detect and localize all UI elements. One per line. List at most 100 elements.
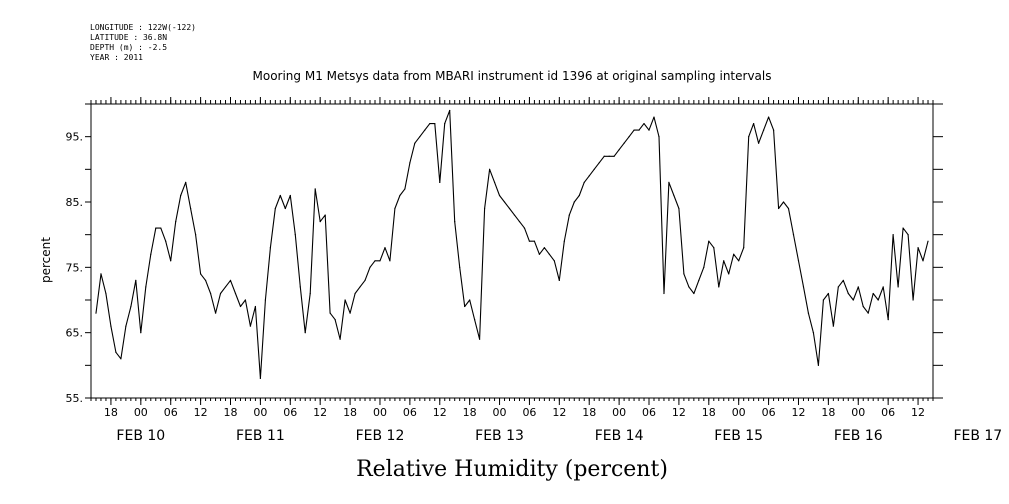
- data-point: [140, 332, 142, 334]
- x-day-label: FEB 16: [834, 428, 883, 444]
- data-point: [558, 279, 560, 281]
- data-point: [758, 142, 760, 144]
- data-point: [224, 286, 227, 288]
- data-point: [553, 260, 555, 262]
- x-tick-label: 00: [253, 406, 267, 419]
- data-point: [364, 279, 366, 281]
- data-point: [837, 286, 839, 288]
- data-point: [95, 312, 97, 314]
- data-point: [857, 286, 859, 288]
- x-day-label: FEB 10: [116, 428, 165, 444]
- data-point: [254, 305, 257, 308]
- data-point: [543, 247, 545, 249]
- data-point: [723, 260, 725, 262]
- data-point: [424, 129, 426, 131]
- data-point: [763, 129, 765, 131]
- data-point: [120, 358, 122, 360]
- data-point: [573, 201, 575, 203]
- data-point: [663, 292, 665, 295]
- data-point: [229, 279, 232, 281]
- data-point: [269, 247, 271, 249]
- data-point: [603, 155, 605, 157]
- data-point: [862, 305, 864, 308]
- data-point: [812, 332, 815, 334]
- data-point: [887, 319, 889, 321]
- x-tick-label: 06: [522, 406, 536, 419]
- data-point: [518, 221, 521, 223]
- data-point: [668, 181, 670, 183]
- data-point: [608, 155, 610, 157]
- data-point: [389, 260, 391, 262]
- data-point: [444, 123, 446, 125]
- data-point: [508, 207, 511, 210]
- data-point: [483, 207, 486, 210]
- data-point: [170, 260, 172, 262]
- data-point: [454, 221, 456, 223]
- data-point: [733, 253, 735, 255]
- data-point: [867, 312, 869, 314]
- data-point: [568, 214, 570, 216]
- data-point: [414, 142, 416, 144]
- x-tick-label: 00: [612, 406, 626, 419]
- data-point: [703, 266, 705, 268]
- x-day-label: FEB 15: [714, 428, 763, 444]
- data-point: [628, 136, 630, 138]
- series-layer: [95, 109, 929, 379]
- data-point: [434, 123, 436, 125]
- data-point: [882, 286, 884, 288]
- data-point: [449, 109, 451, 112]
- data-point: [538, 253, 541, 255]
- data-point: [897, 286, 899, 288]
- data-point: [598, 162, 600, 164]
- x-tick-label: 18: [463, 406, 477, 419]
- data-point: [479, 338, 481, 340]
- x-tick-label: 18: [582, 406, 596, 419]
- data-point: [827, 292, 829, 295]
- data-point: [772, 129, 775, 131]
- x-tick-label: 06: [762, 406, 776, 419]
- x-tick-label: 12: [313, 406, 327, 419]
- data-point: [523, 227, 526, 229]
- data-point: [822, 299, 824, 301]
- x-tick-label: 18: [104, 406, 118, 419]
- data-point: [832, 325, 834, 327]
- data-point: [249, 325, 252, 327]
- data-point: [239, 305, 242, 308]
- data-point: [324, 214, 326, 216]
- x-tick-label: 00: [493, 406, 507, 419]
- x-tick-label: 00: [134, 406, 148, 419]
- data-point: [130, 305, 132, 308]
- data-point: [344, 299, 346, 301]
- data-point: [150, 253, 152, 255]
- data-point: [688, 286, 690, 288]
- data-point: [753, 123, 755, 125]
- x-tick-label: 12: [791, 406, 805, 419]
- data-point: [384, 247, 386, 249]
- metadata-year: YEAR : 2011: [90, 53, 143, 62]
- data-point: [379, 260, 381, 262]
- data-point: [728, 273, 730, 275]
- data-point: [145, 286, 147, 288]
- data-point: [319, 221, 321, 223]
- data-point: [528, 240, 531, 242]
- data-point: [533, 240, 536, 242]
- data-point: [787, 207, 790, 210]
- data-point: [354, 292, 356, 295]
- data-point: [304, 332, 306, 334]
- data-point: [767, 116, 770, 118]
- data-point: [404, 188, 406, 190]
- data-point: [329, 312, 331, 314]
- data-point: [165, 240, 167, 242]
- x-tick-label: 18: [224, 406, 238, 419]
- data-point: [613, 155, 615, 157]
- data-point: [493, 181, 496, 183]
- data-point: [464, 305, 466, 308]
- x-tick-label: 12: [911, 406, 925, 419]
- x-day-label: FEB 14: [595, 428, 644, 444]
- data-point: [503, 201, 506, 203]
- x-tick-label: 06: [283, 406, 297, 419]
- data-point: [638, 129, 640, 131]
- data-point: [160, 227, 162, 229]
- data-point: [394, 207, 396, 210]
